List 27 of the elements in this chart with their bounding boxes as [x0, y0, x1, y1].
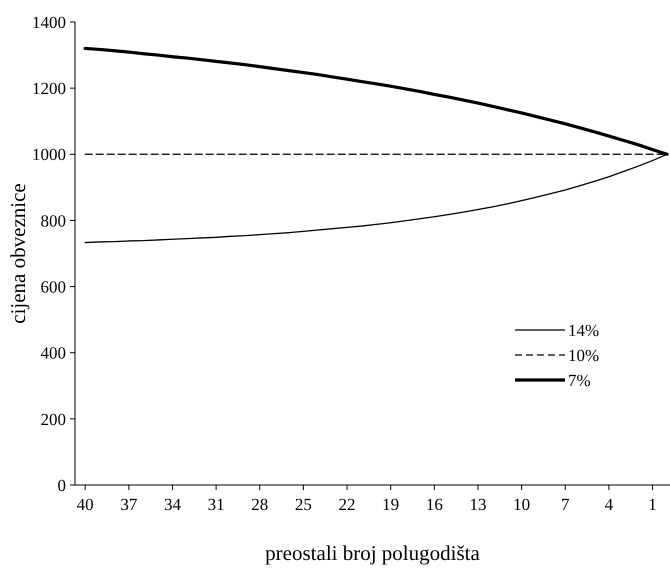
y-tick-label: 1200: [32, 79, 66, 98]
y-tick-label: 200: [40, 410, 66, 429]
x-tick-label: 13: [469, 495, 486, 514]
y-tick-label: 600: [40, 278, 66, 297]
legend-label: 10%: [568, 346, 600, 365]
x-tick-label: 10: [513, 495, 530, 514]
y-axis-title: cijena obveznice: [6, 183, 30, 324]
x-tick-label: 25: [294, 495, 312, 514]
y-tick-label: 800: [40, 211, 66, 230]
y-tick-label: 1400: [32, 12, 66, 32]
x-tick-label: 22: [338, 495, 356, 514]
legend-label: 14%: [568, 320, 600, 340]
x-tick-label: 37: [120, 495, 138, 514]
x-tick-label: 31: [208, 495, 225, 514]
legend-label: 7%: [568, 370, 591, 390]
x-tick-label: 19: [382, 495, 400, 514]
x-tick-label: 4: [604, 495, 614, 514]
x-axis-title: preostali broj polugodišta: [265, 541, 480, 565]
y-tick-label: 0: [58, 476, 66, 495]
x-tick-label: 1: [648, 495, 657, 514]
y-tick-label: 400: [40, 344, 66, 363]
x-tick-label: 28: [251, 495, 268, 514]
x-tick-label: 34: [164, 495, 182, 514]
x-tick-label: 7: [561, 495, 570, 514]
x-tick-label: 16: [426, 495, 443, 514]
y-tick-label: 1000: [32, 145, 66, 164]
x-tick-label: 40: [76, 495, 94, 514]
